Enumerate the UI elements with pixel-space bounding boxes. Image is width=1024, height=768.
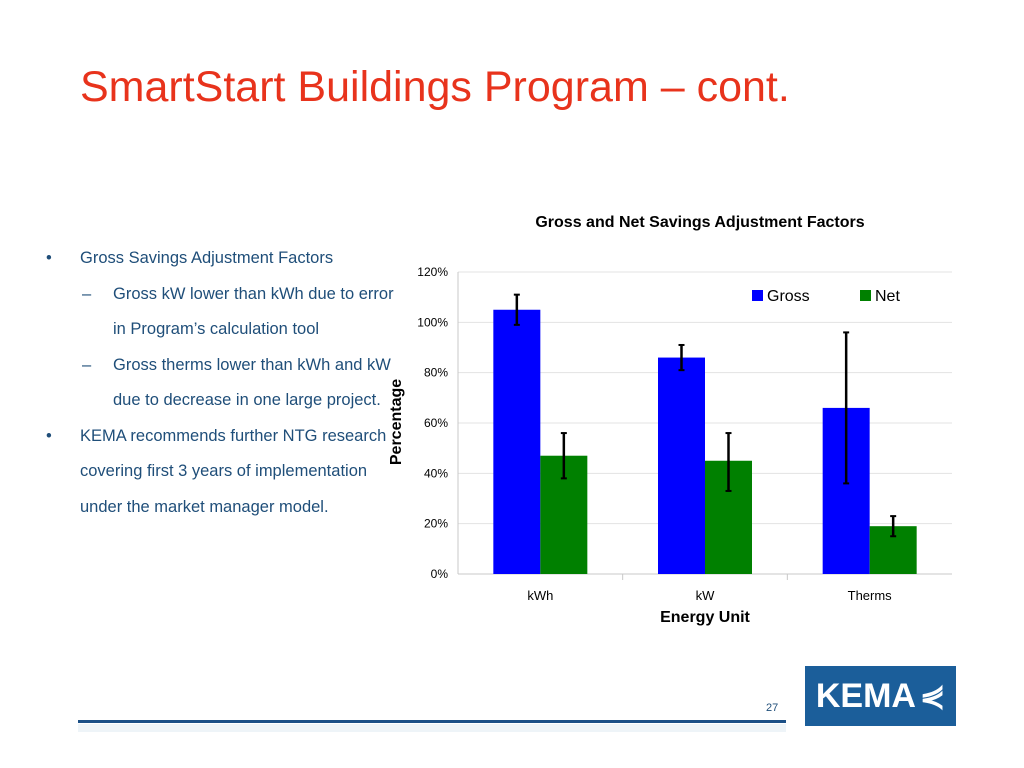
x-axis-title: Energy Unit bbox=[660, 609, 750, 626]
y-tick-label: 80% bbox=[424, 366, 448, 380]
bullet-marker: • bbox=[46, 426, 52, 445]
x-tick-label: kW bbox=[696, 588, 716, 603]
sub-bullet-marker: – bbox=[82, 284, 92, 303]
bullet-text: KEMA recommends further NTG research cov… bbox=[80, 426, 387, 516]
x-tick-label: Therms bbox=[848, 588, 893, 603]
legend-label-gross: Gross bbox=[767, 288, 810, 305]
bar-chart: 0% 20% 40% 60% 80% 100% 120% kWh kW Therms Energy … bbox=[388, 265, 952, 626]
bar-gross-kwh bbox=[493, 309, 541, 574]
chart-title: Gross and Net Savings Adjustment Factors bbox=[535, 214, 865, 231]
page-number: 27 bbox=[766, 702, 779, 714]
sub-bullet-marker: – bbox=[82, 355, 92, 374]
legend-swatch-gross bbox=[752, 290, 763, 301]
slide-title: SmartStart Buildings Program – cont. bbox=[80, 63, 790, 111]
footer-divider-shadow bbox=[78, 724, 786, 732]
y-tick-label: 40% bbox=[424, 466, 448, 480]
y-tick-label: 20% bbox=[424, 517, 448, 531]
y-axis-title: Percentage bbox=[388, 379, 405, 465]
sub-bullet-text: Gross therms lower than kWh and kW due t… bbox=[113, 355, 391, 410]
y-tick-label: 100% bbox=[417, 315, 448, 329]
bullet-text: Gross Savings Adjustment Factors bbox=[80, 249, 334, 267]
sub-bullet-item: – Gross kW lower than kWh due to error i… bbox=[46, 277, 396, 348]
y-tick-label: 60% bbox=[424, 416, 448, 430]
footer-divider bbox=[78, 720, 786, 723]
bullet-list: • Gross Savings Adjustment Factors – Gro… bbox=[46, 241, 396, 525]
bar-gross-kw bbox=[658, 357, 705, 574]
kema-logo: KEMA ⋞ bbox=[805, 666, 956, 726]
bullet-item: • KEMA recommends further NTG research c… bbox=[46, 419, 396, 526]
bullet-item: • Gross Savings Adjustment Factors bbox=[46, 241, 396, 277]
sub-bullet-text: Gross kW lower than kWh due to error in … bbox=[113, 284, 394, 339]
kema-mark-icon: ⋞ bbox=[919, 679, 946, 713]
sub-bullet-item: – Gross therms lower than kWh and kW due… bbox=[46, 348, 396, 419]
y-tick-label: 120% bbox=[417, 265, 448, 279]
legend-label-net: Net bbox=[875, 288, 900, 305]
x-tick-label: kWh bbox=[527, 588, 553, 603]
bullet-marker: • bbox=[46, 249, 52, 267]
legend-swatch-net bbox=[860, 290, 871, 301]
y-tick-label: 0% bbox=[431, 567, 449, 581]
logo-text: KEMA bbox=[815, 676, 916, 715]
